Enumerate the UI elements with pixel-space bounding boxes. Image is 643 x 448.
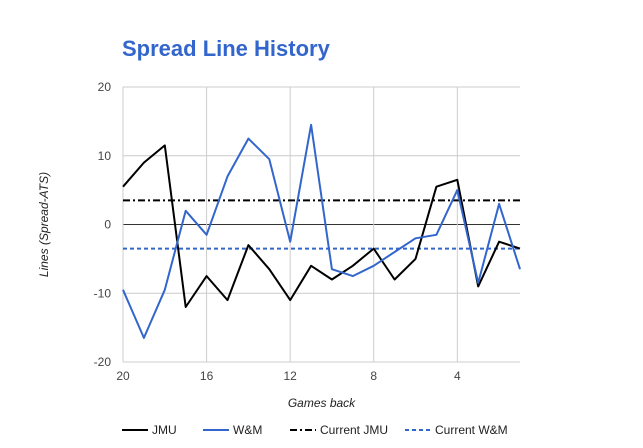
x-tick-label: 4	[454, 369, 461, 383]
y-tick-label: -20	[94, 355, 112, 369]
x-tick-label: 12	[283, 369, 297, 383]
y-tick-label: -10	[94, 286, 112, 300]
series-lines	[122, 123, 521, 339]
legend: JMU W&M Current JMU Current W&M	[122, 423, 508, 437]
legend-label: Current JMU	[320, 423, 388, 437]
legend-item-wmm: W&M	[203, 423, 262, 437]
legend-item-current-wmm: Current W&M	[405, 423, 508, 437]
legend-item-jmu: JMU	[122, 423, 177, 437]
y-tick-label: 20	[98, 80, 112, 94]
x-tick-labels: 20 16 12 8 4	[116, 369, 461, 383]
legend-label: JMU	[152, 423, 177, 437]
y-tick-labels: -20 -10 0 10 20	[94, 80, 112, 369]
grid-layer	[122, 86, 520, 363]
x-axis-title: Games back	[288, 396, 356, 410]
y-tick-label: 0	[104, 218, 111, 232]
chart-title: Spread Line History	[122, 36, 330, 61]
x-tick-label: 20	[116, 369, 130, 383]
series-line-wmm	[122, 123, 521, 339]
series-line-jmu	[122, 144, 521, 308]
y-axis-title: Lines (Spread-ATS)	[37, 172, 51, 277]
legend-item-current-jmu: Current JMU	[290, 423, 388, 437]
x-tick-label: 8	[370, 369, 377, 383]
x-tick-label: 16	[200, 369, 214, 383]
y-tick-label: 10	[98, 149, 112, 163]
legend-label: Current W&M	[435, 423, 508, 437]
legend-label: W&M	[233, 423, 262, 437]
